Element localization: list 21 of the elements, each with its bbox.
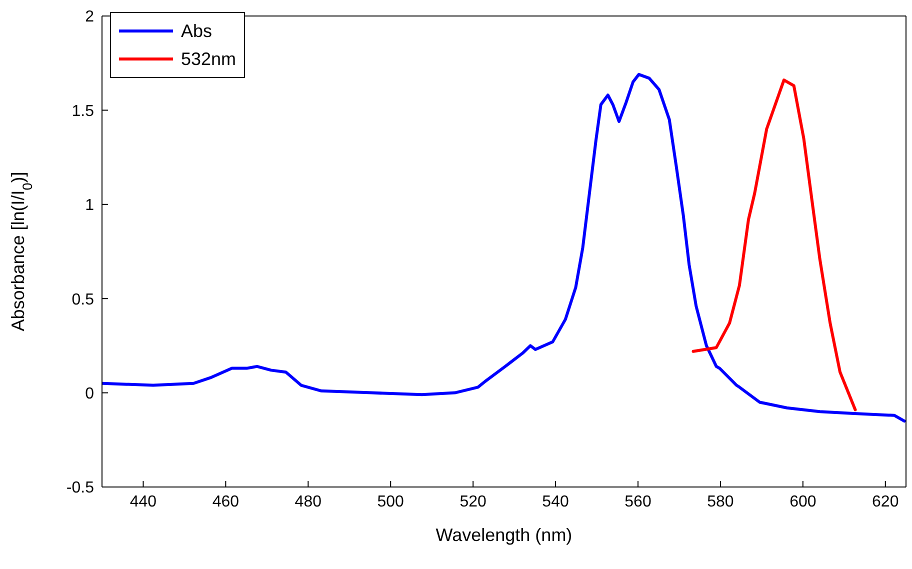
- x-tick-label: 560: [624, 493, 652, 510]
- x-tick-label: 580: [707, 493, 734, 510]
- legend-label: 532nm: [181, 48, 236, 70]
- y-tick-label: 1: [85, 197, 94, 214]
- x-tick-label: 600: [790, 493, 816, 510]
- line-series: [102, 72, 906, 423]
- y-tick-label: 2: [85, 8, 94, 26]
- x-tick-label: 500: [377, 493, 404, 510]
- line-series: [692, 78, 857, 412]
- x-tick-label: 520: [460, 493, 487, 510]
- x-axis-title: Wavelength (nm): [436, 525, 572, 545]
- y-tick-label: 1.5: [72, 102, 94, 120]
- x-tick-label: 480: [294, 493, 322, 510]
- y-tick-label: -0.5: [66, 480, 94, 497]
- y-tick-label: 0.5: [72, 291, 94, 308]
- x-tick-label: 620: [872, 493, 899, 510]
- x-tick-label: 540: [542, 493, 569, 510]
- x-tick-label: 460: [212, 493, 240, 510]
- y-tick-label: 0: [85, 385, 94, 402]
- x-tick-label: 440: [130, 493, 157, 510]
- legend-label: Abs: [181, 20, 212, 42]
